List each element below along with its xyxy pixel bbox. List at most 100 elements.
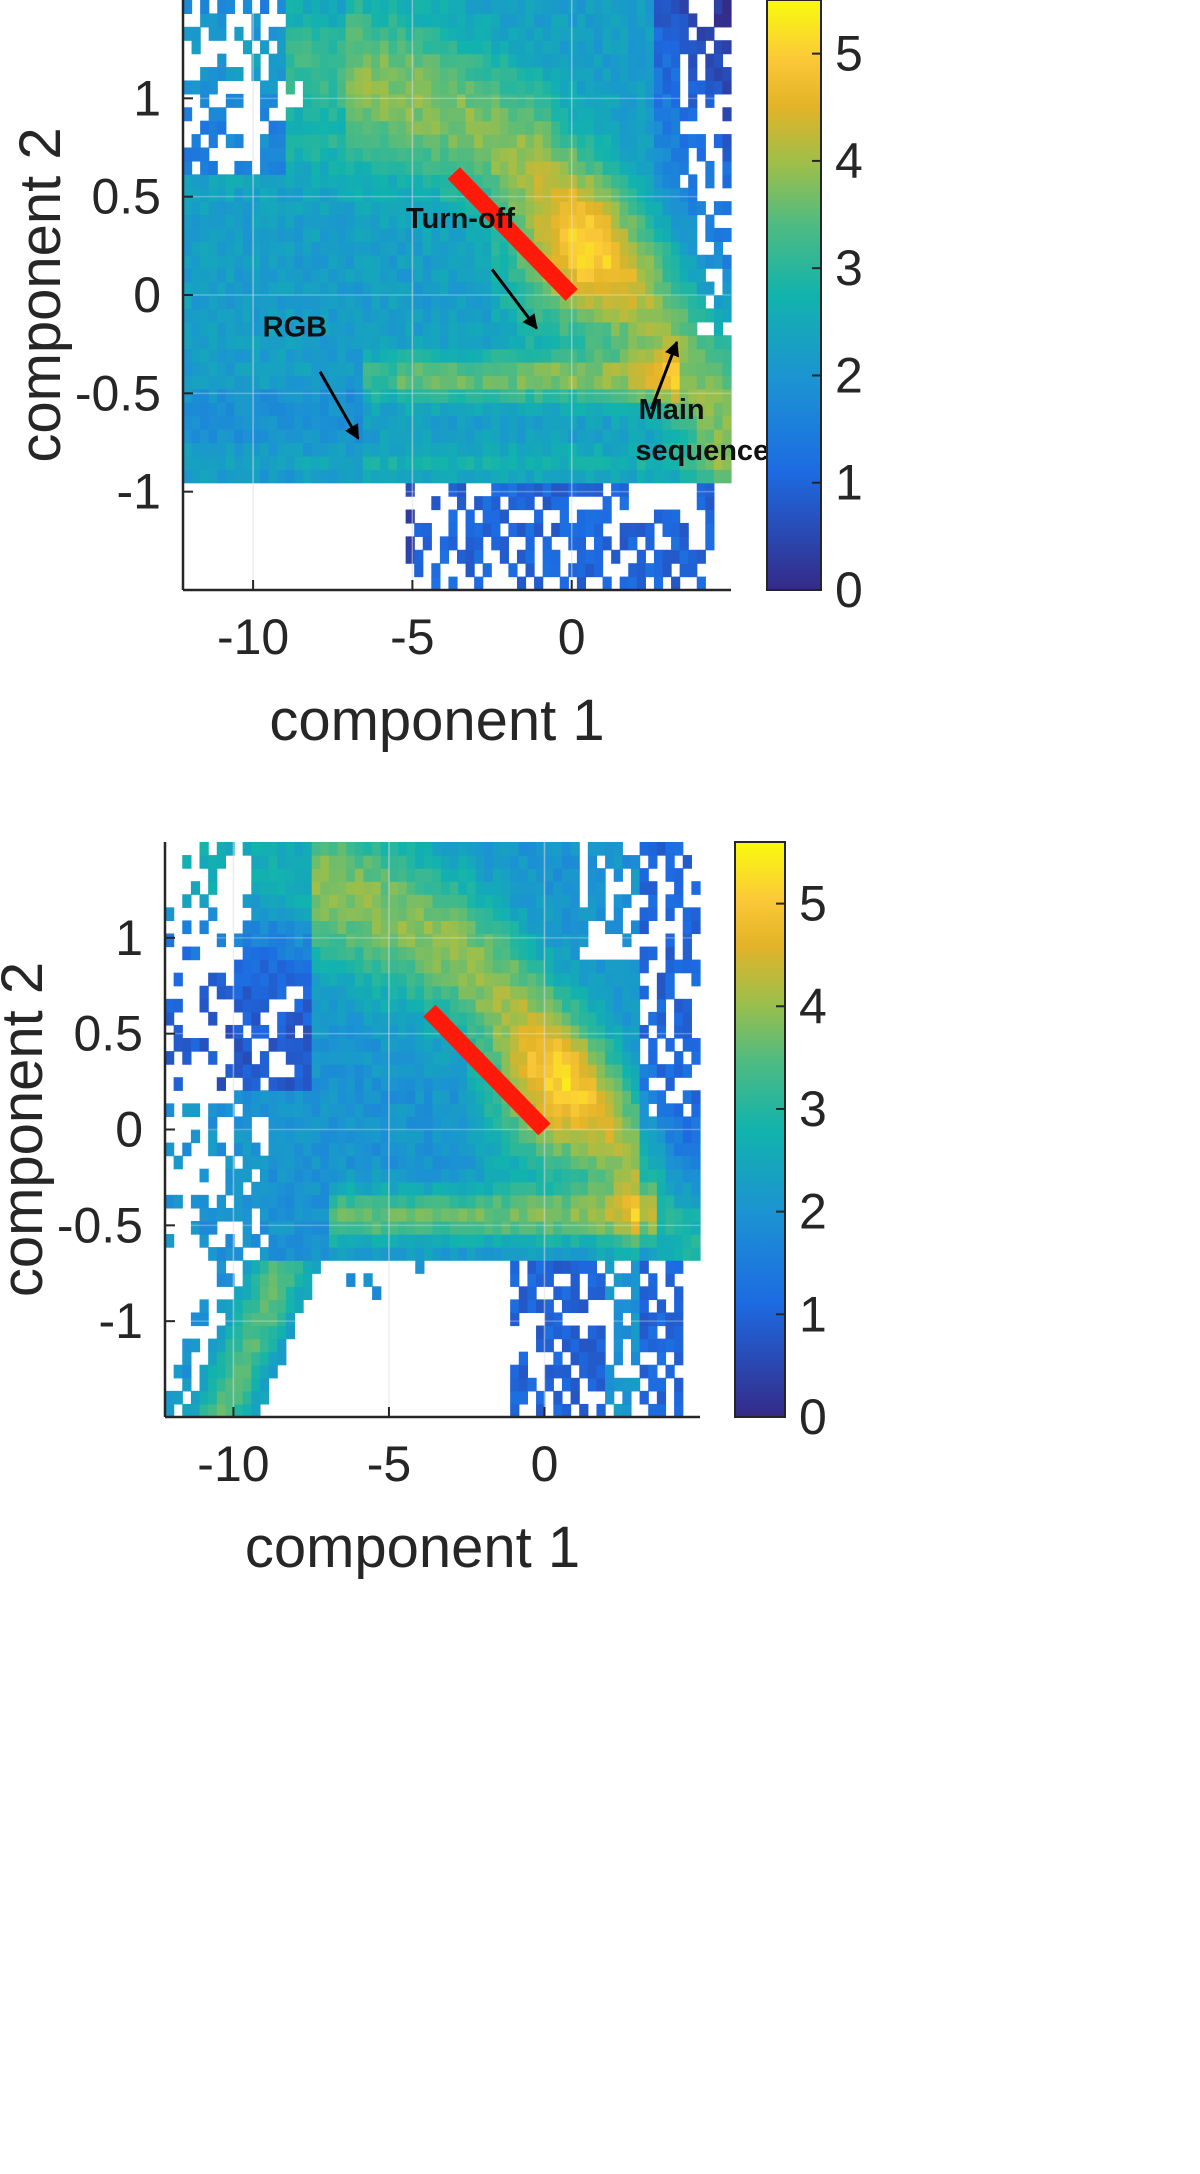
- heatmap-cell: [439, 201, 450, 216]
- heatmap-cell: [665, 1247, 675, 1261]
- heatmap-cell: [534, 308, 544, 323]
- heatmap-cell: [671, 40, 681, 55]
- heatmap-cell: [423, 972, 434, 987]
- heatmap-cell: [570, 1024, 580, 1039]
- heatmap-cell: [449, 1181, 459, 1196]
- heatmap-cell: [397, 1077, 408, 1091]
- heatmap-cell: [602, 469, 612, 484]
- heatmap-cell: [679, 536, 689, 551]
- heatmap-cell: [474, 469, 484, 484]
- heatmap-cell: [596, 959, 606, 974]
- heatmap-cell: [441, 933, 451, 948]
- heatmap-cell: [449, 855, 459, 869]
- heatmap-cell: [576, 120, 587, 135]
- heatmap-cell: [268, 1260, 278, 1274]
- heatmap-cell: [268, 1220, 278, 1235]
- heatmap-cell: [662, 187, 672, 202]
- heatmap-cell: [372, 1011, 382, 1026]
- heatmap-cell: [328, 295, 338, 310]
- heatmap-cell: [285, 1024, 296, 1039]
- heatmap-cell: [448, 522, 458, 537]
- heatmap-cell: [251, 1325, 261, 1340]
- heatmap-cell: [277, 201, 287, 216]
- heatmap-cell: [432, 1155, 442, 1170]
- heatmap-cell: [611, 93, 621, 108]
- heatmap-cell: [294, 855, 304, 869]
- heatmap-cell: [474, 429, 484, 444]
- heatmap-cell: [527, 842, 537, 856]
- heatmap-cell: [191, 388, 201, 403]
- heatmap-cell: [656, 1142, 667, 1157]
- heatmap-cell: [534, 442, 544, 457]
- heatmap-cell: [585, 254, 595, 269]
- heatmap-cell: [482, 187, 492, 202]
- heatmap-cell: [183, 26, 193, 41]
- heatmap-cell: [406, 1024, 416, 1039]
- heatmap-cell: [639, 1325, 649, 1340]
- heatmap-cell: [320, 147, 330, 162]
- heatmap-cell: [337, 415, 347, 430]
- heatmap-cell: [439, 26, 450, 41]
- heatmap-cell: [605, 1377, 615, 1392]
- heatmap-cell: [492, 868, 503, 882]
- heatmap-cell: [423, 1116, 434, 1131]
- heatmap-cell: [602, 509, 612, 524]
- heatmap-cell: [705, 26, 715, 41]
- heatmap-cell: [576, 26, 587, 41]
- heatmap-cell: [696, 415, 706, 430]
- heatmap-cell: [242, 1064, 252, 1078]
- heatmap-cell: [216, 1194, 226, 1209]
- heatmap-cell: [594, 455, 604, 470]
- heatmap-cell: [234, 1168, 244, 1183]
- heatmap-cell: [587, 1247, 598, 1261]
- heatmap-cell: [388, 335, 398, 350]
- heatmap-cell: [594, 26, 604, 41]
- heatmap-cell: [217, 388, 227, 403]
- heatmap-cell: [671, 522, 681, 537]
- heatmap-cell: [568, 308, 578, 323]
- heatmap-cell: [397, 281, 407, 296]
- heatmap-cell: [173, 1077, 183, 1091]
- heatmap-cell: [423, 959, 434, 974]
- heatmap-cell: [691, 1247, 701, 1261]
- heatmap-cell: [585, 53, 595, 68]
- heatmap-cell: [294, 881, 304, 895]
- heatmap-cell: [674, 1011, 684, 1026]
- heatmap-cell: [183, 147, 193, 162]
- heatmap-cell: [285, 321, 295, 336]
- heatmap-cell: [611, 254, 621, 269]
- heatmap-cell: [422, 362, 432, 377]
- heatmap-cell: [596, 1077, 606, 1091]
- heatmap-cell: [371, 335, 381, 350]
- heatmap-cell: [542, 227, 552, 242]
- heatmap-cell: [345, 174, 355, 189]
- heatmap-cell: [551, 214, 561, 229]
- heatmap-cell: [414, 348, 424, 363]
- heatmap-cell: [482, 415, 492, 430]
- heatmap-cell: [665, 1273, 675, 1287]
- heatmap-cell: [242, 348, 253, 363]
- heatmap-cell: [294, 1299, 304, 1314]
- heatmap-cell: [628, 40, 638, 55]
- heatmap-cell: [422, 308, 432, 323]
- heatmap-cell: [183, 214, 193, 229]
- heatmap-cell: [656, 1207, 667, 1222]
- heatmap-cell: [294, 907, 304, 922]
- annotation-label: Main: [639, 394, 705, 426]
- heatmap-cell: [553, 1090, 563, 1104]
- heatmap-cell: [508, 174, 518, 189]
- heatmap-cell: [277, 842, 287, 856]
- heatmap-cell: [260, 0, 270, 15]
- heatmap-cell: [251, 254, 261, 269]
- heatmap-cell: [415, 959, 425, 974]
- heatmap-cell: [596, 1207, 606, 1222]
- heatmap-cell: [596, 1116, 606, 1131]
- heatmap-cell: [208, 455, 218, 470]
- heatmap-cell: [242, 254, 253, 269]
- heatmap-cell: [405, 509, 415, 524]
- heatmap-cell: [594, 174, 604, 189]
- heatmap-cell: [415, 855, 425, 869]
- heatmap-cell: [448, 241, 458, 256]
- heatmap-cell: [510, 1207, 520, 1222]
- heatmap-cell: [259, 1286, 270, 1300]
